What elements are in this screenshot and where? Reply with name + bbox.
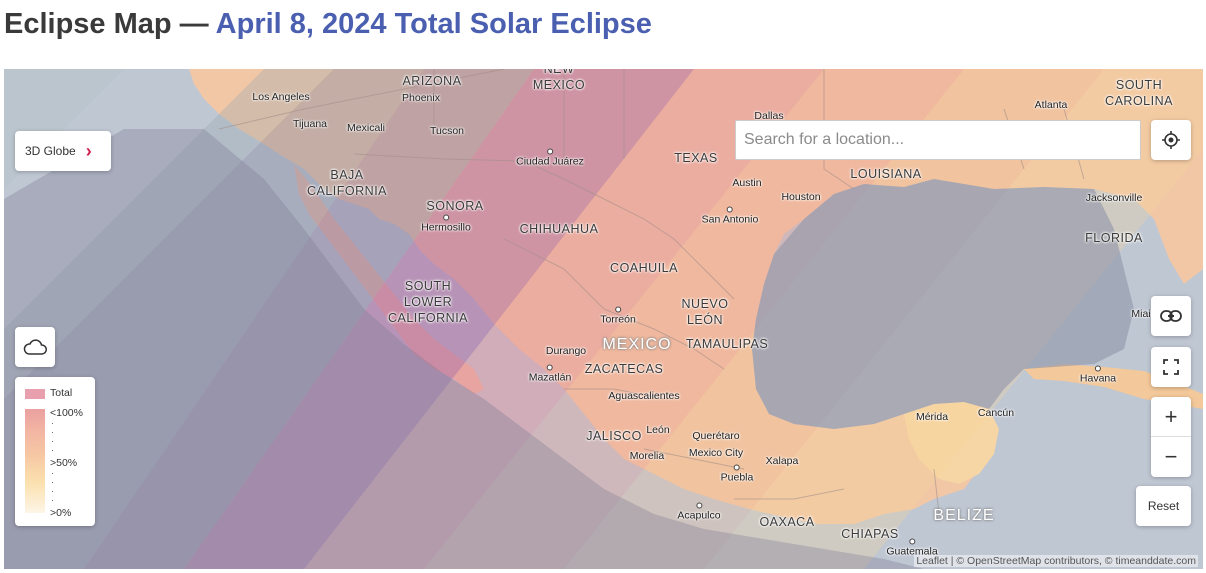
label-mexico-city: Mexico City bbox=[688, 447, 744, 459]
pacific-ocean bbox=[4, 129, 924, 569]
label-tucson: Tucson bbox=[429, 125, 465, 137]
label-torreon: Torreón bbox=[600, 307, 636, 328]
label-texas: TEXAS bbox=[674, 151, 718, 165]
fullscreen-icon bbox=[1163, 359, 1179, 375]
band-1 bbox=[4, 69, 334, 569]
zoom-out-button[interactable]: − bbox=[1164, 444, 1178, 469]
baja-peninsula bbox=[294, 164, 484, 394]
label-mazatlan: Mazatlán bbox=[529, 365, 572, 386]
legend-top-label: <100% bbox=[50, 407, 83, 419]
label-dallas: Dallas bbox=[754, 110, 784, 122]
band-far-left bbox=[4, 69, 124, 269]
band-4 bbox=[304, 69, 824, 569]
label-arizona: ARIZONA bbox=[402, 74, 462, 88]
globe-3d-button[interactable]: 3D Globe › bbox=[15, 131, 111, 171]
legend-total-label: Total bbox=[50, 387, 73, 399]
label-louisiana: LOUISIANA bbox=[850, 167, 922, 181]
map-attribution: Leaflet | © OpenStreetMap contributors, … bbox=[914, 555, 1198, 567]
label-jacksonville: Jacksonville bbox=[1085, 192, 1143, 204]
label-south-lower-california: SOUTH LOWER CALIFORNIA bbox=[387, 279, 469, 325]
label-morelia: Morelia bbox=[629, 450, 665, 462]
band-5 bbox=[424, 69, 964, 569]
obscuration-legend: Total <100% · · · · >50% · · · · >0% bbox=[15, 377, 95, 526]
label-tamaulipas: TAMAULIPAS bbox=[685, 337, 769, 351]
label-coahuila: COAHUILA bbox=[610, 261, 678, 275]
page-title-event: April 8, 2024 Total Solar Eclipse bbox=[215, 8, 652, 40]
label-queretaro: Querétaro bbox=[692, 430, 740, 442]
globe-3d-label: 3D Globe bbox=[25, 144, 76, 158]
fullscreen-button[interactable] bbox=[1151, 347, 1191, 387]
label-jalisco: JALISCO bbox=[586, 429, 642, 443]
band-3 bbox=[84, 69, 534, 569]
page-title-prefix: Eclipse Map — bbox=[4, 8, 209, 40]
location-search-input[interactable] bbox=[735, 120, 1141, 160]
label-durango: Durango bbox=[545, 345, 587, 357]
label-chihuahua: CHIHUAHUA bbox=[519, 222, 599, 236]
label-los-angeles: Los Angeles bbox=[252, 91, 310, 103]
label-south-carolina: SOUTH CAROLINA bbox=[1105, 78, 1173, 108]
zoom-in-button[interactable]: + bbox=[1151, 397, 1191, 437]
locate-me-button[interactable] bbox=[1151, 120, 1191, 160]
gulf-of-mexico bbox=[752, 179, 1134, 429]
eclipse-map[interactable]: ARIZONA NEW MEXICO TEXAS LOUISIANA SOUTH… bbox=[4, 69, 1203, 569]
legend-dots-upper: · · · · bbox=[51, 418, 54, 455]
label-guatemala: Guatemala bbox=[886, 539, 937, 560]
legend-mid-label: >50% bbox=[50, 457, 78, 469]
label-atlanta: Atlanta bbox=[1034, 99, 1068, 111]
label-leon: León bbox=[646, 424, 670, 436]
cloud-cover-button[interactable] bbox=[15, 327, 55, 367]
zoom-control: + − bbox=[1151, 397, 1191, 477]
label-houston: Houston bbox=[781, 191, 821, 203]
label-acapulco: Acapulco bbox=[677, 503, 720, 524]
label-ciudad-juarez: Ciudad Juárez bbox=[516, 149, 584, 170]
label-cancun: Cancún bbox=[977, 407, 1015, 419]
yucatan-peninsula bbox=[904, 402, 999, 484]
label-hermosillo: Hermosillo bbox=[421, 215, 471, 236]
label-san-antonio: San Antonio bbox=[702, 207, 759, 228]
label-baja-california: BAJA CALIFORNIA bbox=[306, 168, 388, 198]
label-miami: Miai bbox=[1131, 308, 1151, 320]
label-merida: Mérida bbox=[915, 411, 949, 423]
legend-gradient bbox=[25, 409, 45, 513]
label-nuevo-leon: NUEVO LEÓN bbox=[681, 297, 729, 327]
label-xalapa: Xalapa bbox=[765, 455, 799, 467]
legend-dots-lower: · · · · bbox=[51, 468, 54, 505]
label-austin: Austin bbox=[732, 177, 762, 189]
label-aguascalientes: Aguascalientes bbox=[608, 390, 680, 402]
cloud-icon bbox=[23, 339, 47, 355]
share-link-button[interactable] bbox=[1151, 296, 1191, 336]
land-mass bbox=[4, 69, 1203, 524]
label-havana: Havana bbox=[1080, 366, 1116, 387]
label-puebla: Puebla bbox=[721, 465, 754, 486]
label-mexico: MEXICO bbox=[602, 336, 672, 353]
legend-total-swatch bbox=[25, 389, 45, 399]
reset-button[interactable]: Reset bbox=[1136, 486, 1191, 526]
label-new-mexico: NEW MEXICO bbox=[532, 69, 586, 92]
label-belize: BELIZE bbox=[933, 507, 995, 524]
legend-bottom-label: >0% bbox=[50, 507, 72, 519]
label-sonora: SONORA bbox=[426, 199, 484, 213]
map-base-layer bbox=[4, 69, 1203, 569]
link-icon bbox=[1160, 310, 1182, 322]
label-tijuana: Tijuana bbox=[292, 118, 328, 130]
label-oaxaca: OAXACA bbox=[759, 515, 815, 529]
page-title: Eclipse Map — April 8, 2024 Total Solar … bbox=[4, 8, 652, 41]
band-2 bbox=[4, 69, 424, 569]
label-zacatecas: ZACATECAS bbox=[584, 362, 664, 376]
label-chiapas: CHIAPAS bbox=[841, 527, 899, 541]
label-phoenix: Phoenix bbox=[402, 92, 440, 104]
crosshair-icon bbox=[1162, 131, 1180, 149]
chevron-right-icon: › bbox=[85, 141, 92, 161]
label-mexicali: Mexicali bbox=[347, 122, 385, 134]
label-florida: FLORIDA bbox=[1085, 231, 1143, 245]
totality-band bbox=[184, 69, 694, 569]
